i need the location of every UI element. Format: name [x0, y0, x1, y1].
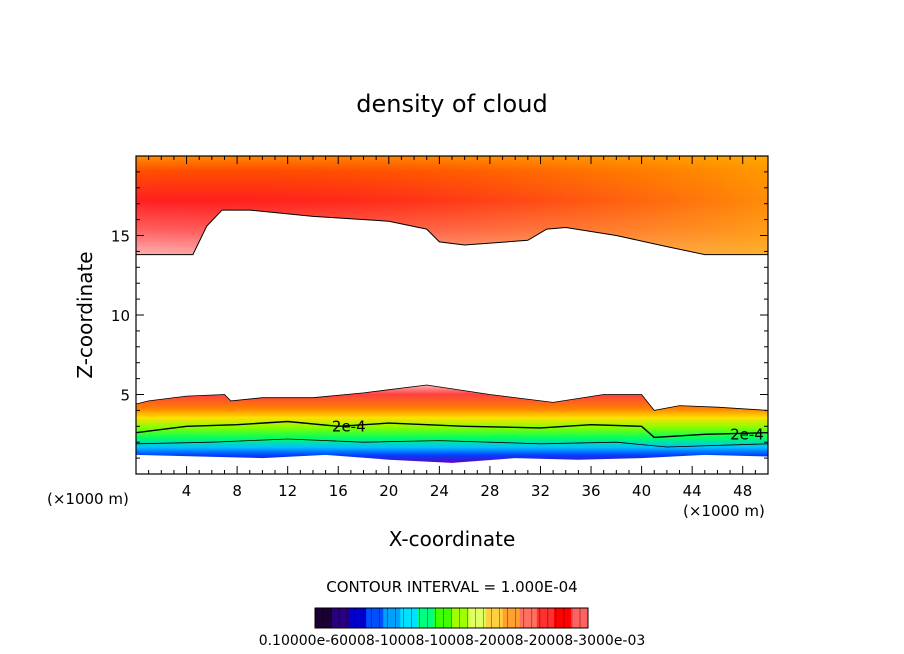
contour-labels: 2e-4 2e-4: [332, 417, 764, 443]
colorbar-swatch: [468, 608, 487, 628]
colorbar-swatch: [485, 608, 504, 628]
colorbar-swatch: [553, 608, 572, 628]
upper-cloud-tint: [136, 156, 768, 255]
colorbar-frame: [314, 607, 589, 629]
colorbar-swatch: [383, 608, 401, 628]
colorbar-swatch: [451, 608, 470, 628]
x-tick-label: 32: [531, 482, 550, 500]
y-axis-ticks: 5 10 15: [111, 171, 768, 459]
colorbar-tick-labels: 0.10000e-60008-10008-10008-20008-20008-3…: [259, 633, 646, 649]
contour-line-2e-4: [136, 420, 768, 439]
plot-area: 2e-4 2e-4: [136, 156, 768, 463]
y-axis-label: Z-coordinate: [73, 251, 97, 378]
x-tick-label: 28: [480, 482, 499, 500]
colorbar-swatch: [332, 608, 350, 628]
x-unit-label-left: (×1000 m): [47, 490, 129, 508]
contour-interval-text: CONTOUR INTERVAL = 1.000E-04: [326, 578, 577, 596]
lower-cloud-boundary: [136, 384, 768, 411]
chart-title: density of cloud: [356, 90, 547, 118]
x-axis-ticks: 4 8 12 16 20 24 28 32 36 40 44 48: [148, 156, 756, 500]
x-tick-label: 20: [379, 482, 398, 500]
upper-cloud-boundary: [136, 209, 768, 256]
x-axis-label: X-coordinate: [389, 527, 516, 551]
colorbar-swatch: [519, 608, 538, 628]
contour-line-1e-4: [136, 438, 768, 448]
y-tick-label: 5: [120, 387, 130, 405]
colorbar-swatch: [400, 608, 418, 628]
x-tick-label: 4: [182, 482, 192, 500]
x-tick-label: 40: [632, 482, 651, 500]
x-tick-label: 36: [581, 482, 600, 500]
x-tick-label: 44: [683, 482, 702, 500]
y-tick-label: 10: [111, 307, 130, 325]
y-tick-label: 15: [111, 228, 130, 246]
colorbar-swatch: [315, 608, 333, 628]
x-tick-label: 16: [329, 482, 348, 500]
colorbar-swatch: [536, 608, 555, 628]
colorbar-swatch: [366, 608, 384, 628]
colorbar-swatch: [502, 608, 521, 628]
contour-label: 2e-4: [332, 417, 366, 435]
x-unit-label-right: (×1000 m): [683, 502, 765, 520]
colorbar-swatch: [417, 608, 435, 628]
colorbar-swatch: [349, 608, 367, 628]
colorbar: [315, 608, 589, 628]
x-tick-label: 12: [278, 482, 297, 500]
x-tick-label: 48: [733, 482, 752, 500]
lower-cloud-layer: [136, 385, 768, 463]
contour-label: 2e-4: [730, 425, 764, 443]
x-tick-label: 24: [430, 482, 449, 500]
x-tick-label: 8: [232, 482, 242, 500]
